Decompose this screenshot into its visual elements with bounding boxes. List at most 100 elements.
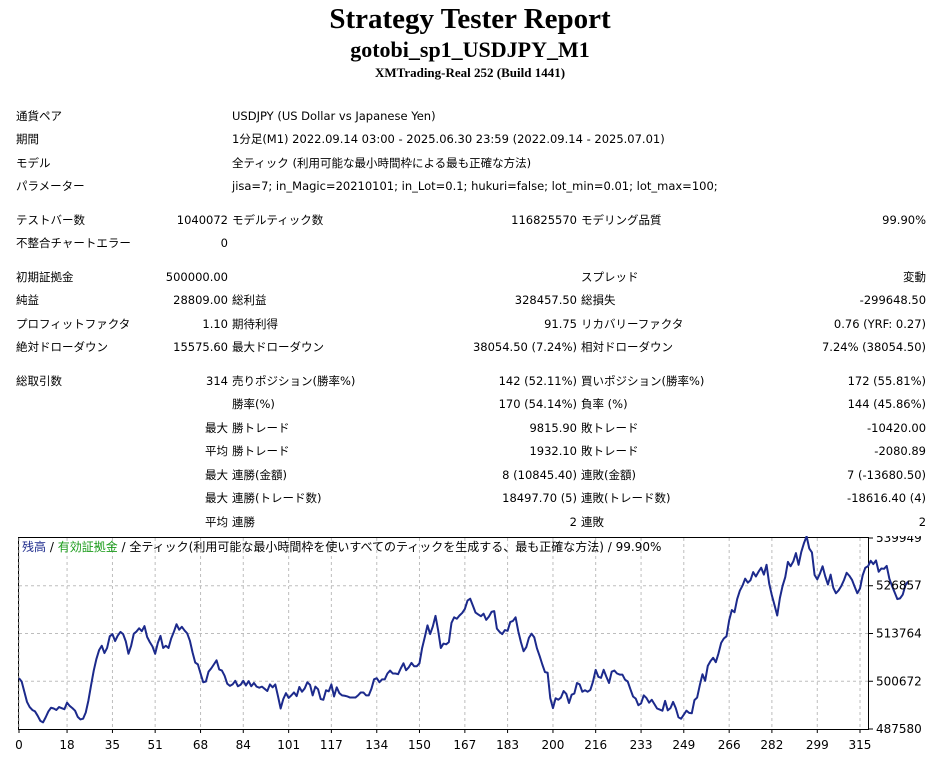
x-axis-ticks: 0 18 35 51 68 84 101 117 134 150 167 183 200 216 233 24…	[15, 729, 871, 752]
params-value: jisa=7; in_Magic=20210101; in_Lot=0.1; h…	[232, 179, 718, 194]
legend-sep: /	[46, 540, 58, 554]
win-rate-row: 勝率(%) 170 (54.14%) 負率 (%) 144 (45.86%)	[14, 393, 928, 417]
short-label: 売りポジション(勝率%)	[232, 373, 356, 388]
avg-consec-win-label: 連勝	[232, 514, 255, 529]
max-consec-amount-row: 最大 連勝(トレード数) 18497.70 (5) 連敗(トレード数) -186…	[14, 487, 928, 511]
max-consec-loss-label: 連敗(金額)	[581, 467, 636, 482]
x-tick-label: 134	[365, 738, 388, 752]
quality-value: 99.90%	[882, 212, 927, 227]
pf-label: プロフィットファクタ	[16, 316, 131, 331]
max-consec-prefix: 最大	[205, 467, 228, 482]
x-tick-label: 315	[849, 738, 872, 752]
short-value: 142 (52.11%)	[498, 373, 577, 388]
x-tick-label: 233	[630, 738, 653, 752]
recovery-value: 0.76 (YRF: 0.27)	[833, 316, 927, 331]
model-row: モデル 全ティック (利用可能な最小時間枠による最も正確な方法)	[14, 151, 928, 175]
y-tick-label: 539949	[876, 536, 922, 545]
x-tick-label: 167	[453, 738, 476, 752]
avg-win-value: 1932.10	[529, 444, 577, 459]
pf-value: 1.10	[202, 316, 228, 331]
x-tick-label: 266	[718, 738, 741, 752]
deposit-label: 初期証拠金	[16, 269, 74, 284]
ticks-label: モデルティック数	[232, 212, 324, 227]
mismatch-value: 0	[220, 236, 228, 251]
x-tick-label: 51	[148, 738, 163, 752]
period-row: 期間 1分足(M1) 2022.09.14 03:00 - 2025.06.30…	[14, 128, 928, 152]
avg-loss-label: 敗トレード	[581, 444, 639, 459]
quality-label: モデリング品質	[581, 212, 662, 227]
x-tick-label: 183	[496, 738, 519, 752]
max-consec-win-value: 8 (10845.40)	[502, 467, 577, 482]
x-tick-label: 282	[760, 738, 783, 752]
total-trades-label: 総取引数	[16, 373, 62, 388]
legend-balance: 残高	[22, 539, 46, 554]
deposit-row: 初期証拠金 500000.00 スプレッド 変動	[14, 265, 928, 289]
abs-dd-value: 15575.60	[173, 340, 228, 355]
params-label: パラメーター	[16, 179, 85, 194]
max-consec-profit-prefix: 最大	[205, 491, 228, 506]
balance-series-line	[18, 536, 909, 724]
avg-consec-row: 平均 連勝 2 連敗 2	[14, 510, 928, 534]
spread-label: スプレッド	[581, 269, 639, 284]
loss-rate-label: 負率 (%)	[581, 397, 628, 412]
largest-win-value: 9815.90	[529, 420, 577, 435]
max-consec-win-label: 連勝(金額)	[232, 467, 287, 482]
average-row: 平均 勝トレード 1932.10 敗トレード -2080.89	[14, 440, 928, 464]
y-axis-ticks: 539949 526857 513764 500672 487580	[868, 536, 922, 736]
server-build: XMTrading-Real 252 (Build 1441)	[374, 65, 566, 80]
largest-prefix: 最大	[205, 420, 228, 435]
symbol-row: 通貨ペア USDJPY (US Dollar vs Japanese Yen)	[14, 104, 928, 128]
long-value: 172 (55.81%)	[847, 373, 927, 388]
x-tick-label: 35	[105, 738, 120, 752]
model-value: 全ティック (利用可能な最小時間枠による最も正確な方法)	[232, 155, 532, 170]
avg-consec-win-value: 2	[569, 514, 577, 529]
x-tick-label: 68	[193, 738, 208, 752]
recovery-label: リカバリーファクタ	[581, 316, 684, 331]
chart-legend: 残高 / 有効証拠金 / 全ティック(利用可能な最小時間枠を使いすべてのティック…	[22, 539, 661, 554]
max-consec-row: 最大 連勝(金額) 8 (10845.40) 連敗(金額) 7 (-13680.…	[14, 463, 928, 487]
expected-value: 91.75	[544, 316, 577, 331]
x-tick-label: 101	[277, 738, 300, 752]
net-label: 純益	[16, 293, 39, 308]
params-row: パラメーター jisa=7; in_Magic=20210101; in_Lot…	[14, 175, 928, 199]
model-label: モデル	[16, 155, 51, 170]
gross-profit-value: 328457.50	[514, 293, 577, 308]
win-rate-label: 勝率(%)	[232, 397, 275, 412]
max-dd-value: 38054.50 (7.24%)	[472, 340, 577, 355]
gross-profit-label: 総利益	[232, 293, 267, 308]
total-trades-value: 314	[206, 373, 228, 388]
avg-consec-loss-label: 連敗	[581, 514, 604, 529]
x-tick-label: 216	[584, 738, 607, 752]
largest-loss-label: 敗トレード	[581, 420, 639, 435]
mismatch-label: 不整合チャートエラー	[16, 236, 131, 251]
avg-prefix: 平均	[205, 444, 228, 459]
abs-dd-label: 絶対ドローダウン	[16, 340, 108, 355]
x-tick-label: 18	[59, 738, 74, 752]
x-tick-label: 200	[542, 738, 565, 752]
avg-consec-prefix: 平均	[205, 514, 228, 529]
win-rate-value: 170 (54.14%)	[498, 397, 577, 412]
largest-row: 最大 勝トレード 9815.90 敗トレード -10420.00	[14, 416, 928, 440]
avg-loss-value: -2080.89	[874, 444, 927, 459]
x-tick-label: 84	[236, 738, 251, 752]
symbol-value: USDJPY (US Dollar vs Japanese Yen)	[232, 108, 436, 123]
legend-equity: 有効証拠金	[58, 539, 118, 554]
net-row: 純益 28809.00 総利益 328457.50 総損失 -299648.50	[14, 289, 928, 313]
period-label: 期間	[16, 132, 39, 147]
trades-row: 総取引数 314 売りポジション(勝率%) 142 (52.11%) 買いポジシ…	[14, 369, 928, 393]
max-consec-lossamt-label: 連敗(トレード数)	[581, 491, 671, 506]
spread-value: 変動	[903, 269, 927, 284]
ticks-value: 116825570	[511, 212, 577, 227]
bars-label: テストバー数	[16, 212, 85, 227]
bars-row: テストバー数 1040072 モデルティック数 116825570 モデリング品…	[14, 208, 928, 232]
x-tick-label: 299	[806, 738, 829, 752]
y-tick-label: 500672	[876, 674, 922, 688]
long-label: 買いポジション(勝率%)	[581, 373, 705, 388]
x-tick-label: 0	[15, 738, 23, 752]
y-tick-label: 513764	[876, 627, 922, 641]
legend-model: / 全ティック(利用可能な最小時間枠を使いすべてのティックを生成する、最も正確な…	[118, 539, 662, 554]
x-tick-label: 117	[320, 738, 343, 752]
x-tick-label: 249	[672, 738, 695, 752]
deposit-value: 500000.00	[165, 269, 228, 284]
largest-win-label: 勝トレード	[232, 420, 290, 435]
